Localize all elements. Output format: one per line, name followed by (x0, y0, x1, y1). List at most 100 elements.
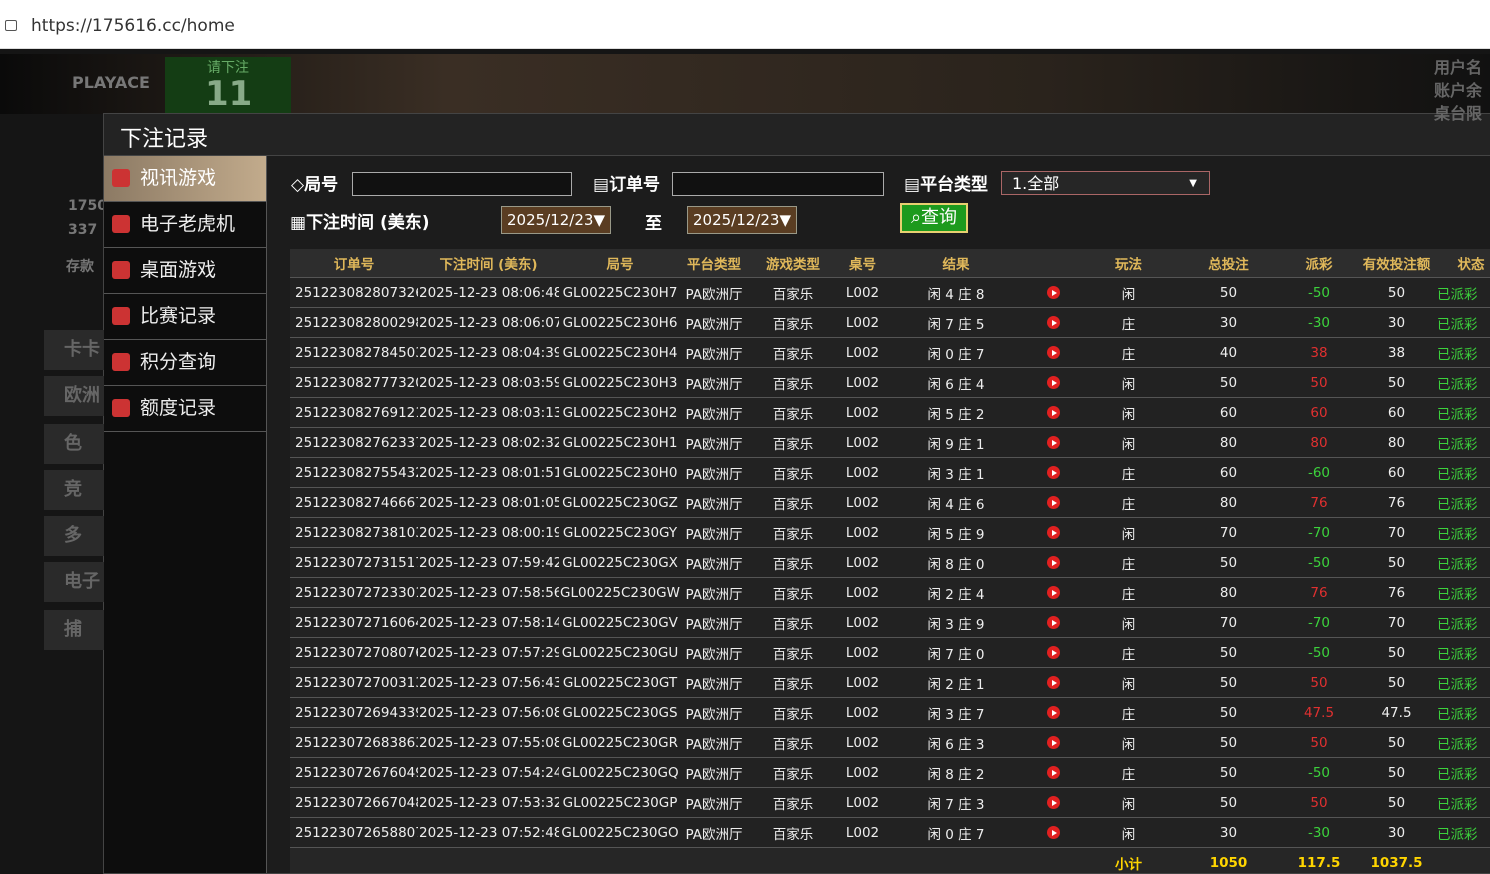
replay-icon[interactable] (1047, 286, 1060, 299)
table-row: 251223082755432 2025-12-23 08:01:51 GL0022… (290, 457, 1490, 488)
replay-icon[interactable] (1047, 646, 1060, 659)
menu-item[interactable]: 积分查询 (104, 340, 266, 386)
table-cell: 庄 (1081, 547, 1176, 578)
table-cell: 251223072676049 (290, 757, 418, 788)
replay-icon[interactable] (1047, 766, 1060, 779)
table-cell: 50 (1176, 697, 1281, 728)
video-cell (1026, 547, 1081, 578)
table-cell: 80 (1176, 427, 1281, 458)
menu-label: 比赛记录 (140, 305, 217, 327)
table-cell: 2025-12-23 07:59:42 (418, 547, 559, 578)
replay-icon[interactable] (1047, 406, 1060, 419)
date-from[interactable]: 2025/12/23 (501, 206, 611, 234)
table-cell: 251223082769121 (290, 397, 418, 428)
url-bar[interactable]: https://175616.cc/home (0, 0, 1490, 49)
menu-item[interactable]: 额度记录 (104, 386, 266, 432)
table-cell: 251223082784503 (290, 337, 418, 368)
replay-icon[interactable] (1047, 346, 1060, 359)
table-cell: 百家乐 (747, 367, 839, 398)
column-header: 状态 (1436, 249, 1490, 278)
platform-label: ▤平台类型 (904, 175, 989, 195)
menu-item[interactable]: 视讯游戏 (104, 156, 266, 202)
menu-icon (112, 307, 130, 325)
video-cell (1026, 817, 1081, 848)
table-cell: PA欧洲厅 (681, 787, 747, 818)
table-cell: 庄 (1081, 457, 1176, 488)
table-cell: 百家乐 (747, 547, 839, 578)
table-cell: PA欧洲厅 (681, 637, 747, 668)
table-cell: PA欧洲厅 (681, 817, 747, 848)
table-cell: GL00225C230H2 (559, 397, 681, 428)
table-cell: 百家乐 (747, 307, 839, 338)
replay-icon[interactable] (1047, 796, 1060, 809)
table-cell: 2025-12-23 07:53:32 (418, 787, 559, 818)
menu-icon (112, 399, 130, 417)
table-cell: 60 (1176, 457, 1281, 488)
replay-icon[interactable] (1047, 526, 1060, 539)
replay-icon[interactable] (1047, 706, 1060, 719)
menu: 视讯游戏电子老虎机桌面游戏比赛记录积分查询额度记录 (104, 156, 267, 873)
table-cell: 251223072694339 (290, 697, 418, 728)
table-row: 251223082784503 2025-12-23 08:04:39 GL0022… (290, 337, 1490, 368)
table-cell: 已派彩 (1436, 307, 1490, 338)
table-cell: 30 (1176, 307, 1281, 338)
table-cell: 闲 6 庄 4 (886, 367, 1026, 398)
menu-label: 积分查询 (140, 351, 217, 373)
table-cell: -60 (1281, 457, 1357, 488)
table-cell: 庄 (1081, 337, 1176, 368)
date-to[interactable]: 2025/12/23 (687, 206, 797, 234)
side-item: 卡卡 (44, 330, 104, 370)
side-item: 竞 (44, 470, 104, 510)
table-cell: PA欧洲厅 (681, 667, 747, 698)
replay-icon[interactable] (1047, 586, 1060, 599)
table-cell: 百家乐 (747, 727, 839, 758)
table-cell: 2025-12-23 07:56:08 (418, 697, 559, 728)
total-spacer (290, 847, 1081, 873)
table-cell: 70 (1357, 607, 1436, 638)
menu-label: 桌面游戏 (140, 259, 217, 281)
replay-icon[interactable] (1047, 436, 1060, 449)
table-cell: -50 (1281, 637, 1357, 668)
table-cell: 闲 7 庄 3 (886, 787, 1026, 818)
table-cell: L002 (839, 667, 886, 698)
logo: PLAYACE (72, 73, 150, 92)
table-cell: 已派彩 (1436, 727, 1490, 758)
table-cell: PA欧洲厅 (681, 307, 747, 338)
replay-icon[interactable] (1047, 466, 1060, 479)
menu-label: 视讯游戏 (140, 167, 217, 189)
menu-icon (112, 215, 130, 233)
table-cell: 50 (1357, 787, 1436, 818)
table-cell: PA欧洲厅 (681, 517, 747, 548)
table-cell: 76 (1357, 577, 1436, 608)
table-row: 251223082746667 2025-12-23 08:01:05 GL0022… (290, 487, 1490, 518)
replay-icon[interactable] (1047, 736, 1060, 749)
table-cell: 闲 3 庄 7 (886, 697, 1026, 728)
replay-icon[interactable] (1047, 496, 1060, 509)
table-cell: L002 (839, 337, 886, 368)
table-cell: 251223082762337 (290, 427, 418, 458)
table-cell: 百家乐 (747, 427, 839, 458)
replay-icon[interactable] (1047, 316, 1060, 329)
total-spacer (1436, 847, 1490, 873)
replay-icon[interactable] (1047, 826, 1060, 839)
replay-icon[interactable] (1047, 616, 1060, 629)
table-cell: GL00225C230GV (559, 607, 681, 638)
replay-icon[interactable] (1047, 376, 1060, 389)
table-cell: 闲 (1081, 667, 1176, 698)
menu-item[interactable]: 比赛记录 (104, 294, 266, 340)
search-button[interactable]: ⌕查询 (900, 203, 968, 233)
menu-item[interactable]: 电子老虎机 (104, 202, 266, 248)
table-cell: -30 (1281, 307, 1357, 338)
replay-icon[interactable] (1047, 556, 1060, 569)
order-input[interactable] (672, 172, 884, 196)
video-cell (1026, 307, 1081, 338)
platform-select[interactable]: 1.全部 ▼ (1001, 171, 1210, 195)
round-input[interactable] (352, 172, 572, 196)
url: https://175616.cc/home (31, 16, 235, 36)
table-row: 251223072683863 2025-12-23 07:55:08 GL0022… (290, 727, 1490, 758)
table-cell: 251223072700313 (290, 667, 418, 698)
table-cell: 已派彩 (1436, 427, 1490, 458)
video-cell (1026, 607, 1081, 638)
replay-icon[interactable] (1047, 676, 1060, 689)
menu-item[interactable]: 桌面游戏 (104, 248, 266, 294)
